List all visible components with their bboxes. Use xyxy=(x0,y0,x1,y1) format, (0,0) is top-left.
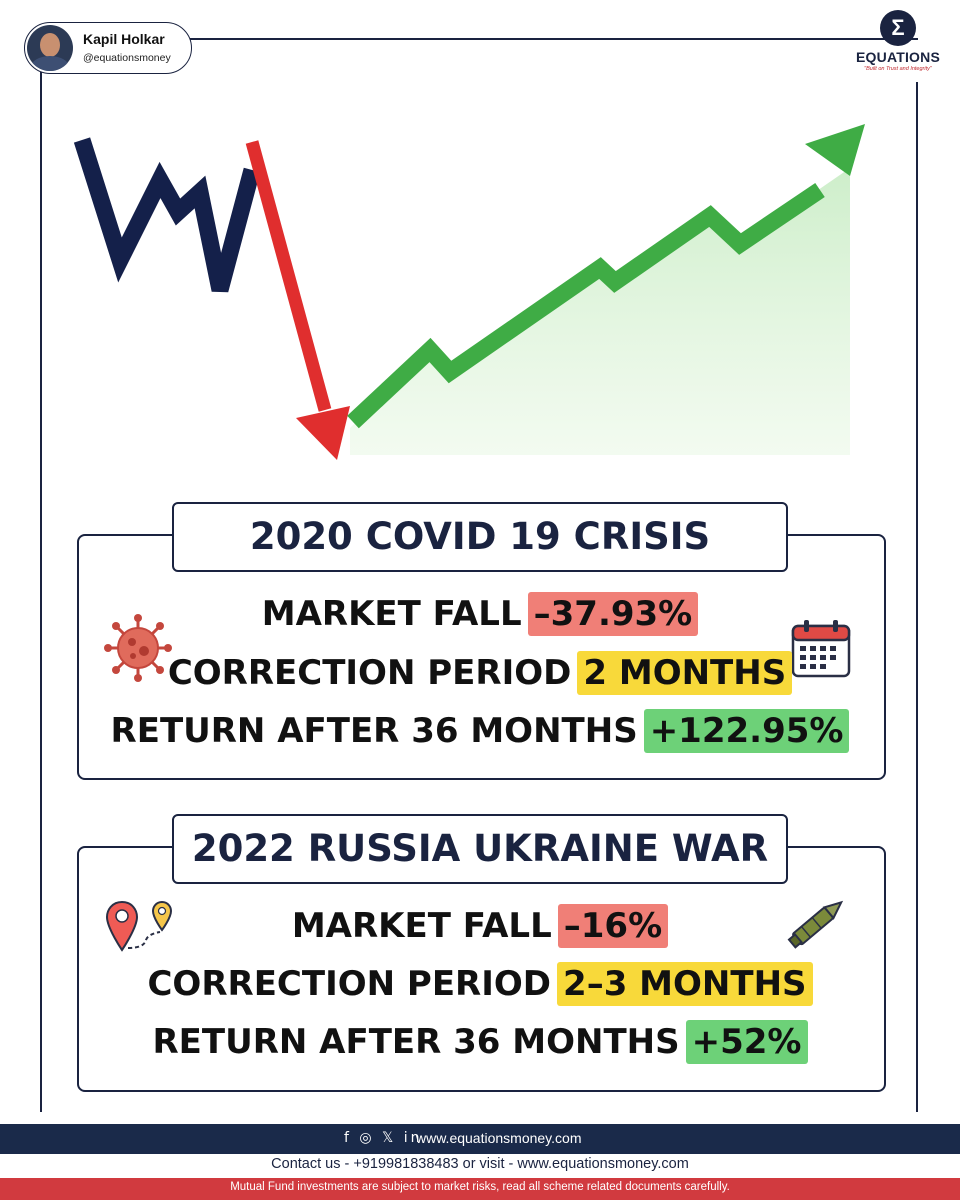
correction-period-label: CORRECTION PERIOD xyxy=(147,964,552,1004)
footer-contact-bar xyxy=(0,1154,960,1178)
return-label: RETURN AFTER 36 MONTHS xyxy=(110,711,638,751)
author-badge[interactable]: Kapil Holkar @equationsmoney xyxy=(24,22,192,74)
market-fall-label: MARKET FALL xyxy=(261,594,522,634)
avatar xyxy=(27,25,73,71)
map-pin-route-icon xyxy=(105,900,173,952)
red-falling-arrow-icon xyxy=(245,140,350,460)
correction-period-label: CORRECTION PERIOD xyxy=(167,653,572,693)
crash-recovery-illustration xyxy=(73,124,865,460)
covid-return-row: RETURN AFTER 36 MONTHS +122.95% xyxy=(0,709,960,753)
russia-ukraine-war-title: 2022 RUSSIA UKRAINE WAR xyxy=(172,814,788,884)
brand-logo: Σ EQUATIONS "Built on Trust and Integrit… xyxy=(850,10,946,86)
frame-left-border xyxy=(40,72,42,1112)
footer-disclaimer-bar xyxy=(0,1178,960,1200)
missile-icon xyxy=(787,900,844,949)
return-label: RETURN AFTER 36 MONTHS xyxy=(152,1022,680,1062)
correction-period-value: 2–3 MONTHS xyxy=(557,962,813,1006)
author-handle: @equationsmoney xyxy=(83,52,171,64)
covid-market-fall-row: MARKET FALL –37.93% xyxy=(0,592,960,636)
brand-tagline: "Built on Trust and Integrity" xyxy=(864,66,932,72)
return-value: +122.95% xyxy=(643,709,850,753)
market-fall-value: –37.93% xyxy=(527,592,699,636)
sigma-logo-icon: Σ xyxy=(880,10,916,46)
correction-period-value: 2 MONTHS xyxy=(577,651,793,695)
calendar-icon xyxy=(791,620,851,678)
war-correction-period-row: CORRECTION PERIOD 2–3 MONTHS xyxy=(0,962,960,1006)
green-rising-arrow-icon xyxy=(347,124,865,429)
brand-name: EQUATIONS xyxy=(856,49,940,65)
navy-zigzag-line xyxy=(73,137,261,293)
return-value: +52% xyxy=(685,1020,808,1064)
war-market-fall-row: MARKET FALL –16% xyxy=(0,904,960,948)
virus-icon xyxy=(104,614,172,682)
footer-website-link[interactable]: www.equationsmoney.com xyxy=(416,1130,582,1146)
market-fall-value: –16% xyxy=(557,904,669,948)
footer-contact-text: Contact us - +919981838483 or visit - ww… xyxy=(271,1156,689,1172)
footer-disclaimer-text: Mutual Fund investments are subject to m… xyxy=(230,1181,730,1193)
covid-crisis-title: 2020 COVID 19 CRISIS xyxy=(172,502,788,572)
market-fall-label: MARKET FALL xyxy=(291,906,552,946)
social-icons[interactable]: f ◎ 𝕏 in xyxy=(344,1130,423,1146)
war-return-row: RETURN AFTER 36 MONTHS +52% xyxy=(0,1020,960,1064)
covid-correction-period-row: CORRECTION PERIOD 2 MONTHS xyxy=(0,651,960,695)
frame-right-border xyxy=(916,82,918,1112)
author-name: Kapil Holkar xyxy=(83,31,165,47)
frame-top-border xyxy=(188,38,918,40)
footer-social-bar xyxy=(0,1124,960,1154)
